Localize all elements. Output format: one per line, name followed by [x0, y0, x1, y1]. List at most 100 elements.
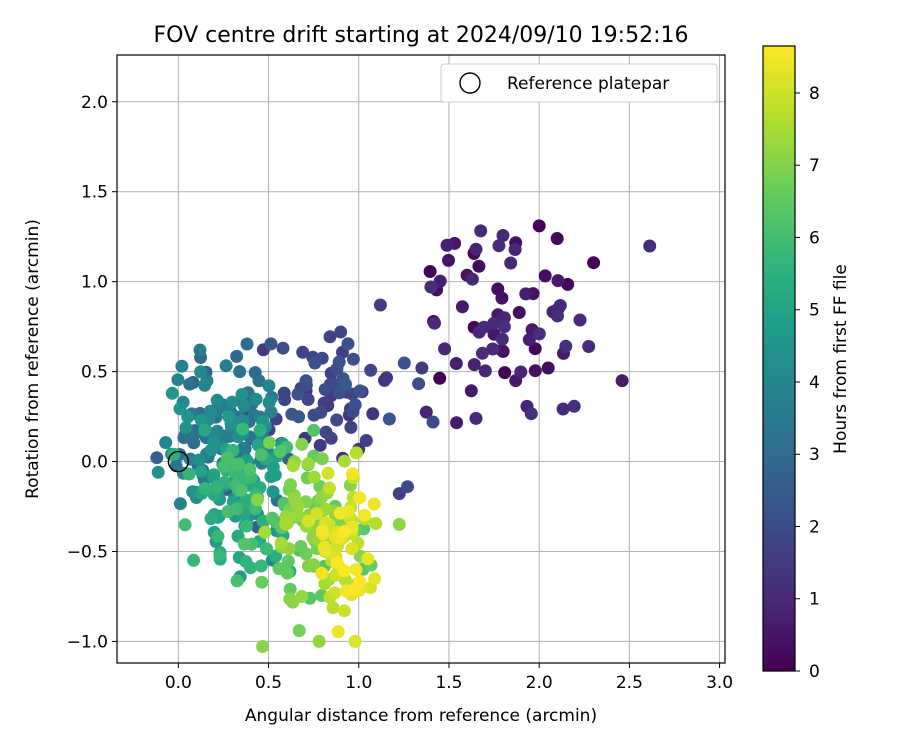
data-point	[428, 316, 441, 330]
plot-area	[117, 55, 725, 663]
chart-title: FOV centre drift starting at 2024/09/10 …	[154, 23, 689, 48]
data-point	[359, 434, 373, 447]
data-point	[258, 525, 272, 539]
data-point	[315, 566, 329, 580]
data-point	[262, 379, 276, 393]
data-point	[273, 445, 287, 459]
x-tick-label: 1.5	[435, 673, 462, 693]
data-point	[373, 298, 387, 312]
colorbar-frame	[762, 45, 796, 672]
colorbar-ticks: 0 1 2 3 4 5 6 7 8	[795, 84, 820, 682]
data-point	[469, 411, 483, 425]
data-point	[380, 371, 393, 385]
data-point	[392, 517, 406, 531]
data-point	[514, 365, 528, 379]
data-point	[249, 392, 263, 406]
data-point	[291, 509, 305, 523]
data-point	[472, 259, 486, 273]
colorbar-tick-label: 1	[809, 590, 820, 610]
data-point	[433, 274, 447, 288]
y-axis-label: Rotation from reference (arcmin)	[23, 219, 43, 499]
data-point	[310, 507, 324, 520]
data-point	[382, 412, 396, 426]
data-point	[307, 470, 321, 484]
data-point	[302, 514, 315, 528]
data-point	[450, 416, 464, 430]
data-point	[339, 377, 352, 391]
data-point	[194, 365, 208, 379]
data-point	[553, 299, 567, 312]
data-point	[181, 410, 195, 424]
data-point	[323, 330, 337, 344]
data-point	[349, 446, 363, 460]
data-point	[221, 505, 235, 518]
data-point	[173, 402, 187, 416]
data-point	[332, 355, 346, 369]
data-point	[210, 393, 224, 407]
data-point	[177, 431, 191, 445]
x-tick-label: 0.0	[165, 673, 192, 693]
colorbar-tick-label: 4	[809, 373, 820, 393]
data-point	[333, 506, 347, 520]
data-point	[239, 555, 253, 568]
y-axis-ticks: −1.0 −0.5 0.0 0.5 1.0 1.5 2.0	[67, 93, 117, 652]
data-point	[467, 358, 481, 372]
data-point	[442, 253, 455, 267]
data-point	[243, 462, 257, 476]
data-point	[438, 342, 452, 356]
data-point	[151, 465, 165, 479]
data-points	[150, 219, 657, 653]
y-tick-label: 1.0	[81, 273, 108, 293]
data-point	[353, 574, 367, 588]
data-point	[193, 343, 207, 357]
data-point	[307, 558, 321, 572]
reference-platepar-marker	[167, 450, 190, 473]
data-point	[532, 219, 546, 233]
data-point	[256, 640, 270, 653]
data-point	[301, 393, 315, 406]
data-point	[237, 399, 251, 413]
data-point	[230, 349, 244, 363]
data-point	[361, 552, 375, 566]
legend-label: Reference platepar	[507, 74, 669, 94]
data-point	[291, 499, 305, 513]
data-point	[346, 467, 359, 481]
data-point	[255, 575, 269, 589]
data-point	[643, 239, 657, 253]
data-point	[541, 361, 555, 375]
data-point	[551, 274, 565, 288]
data-point	[187, 436, 201, 450]
data-point	[475, 346, 489, 360]
y-tick-label: 2.0	[81, 93, 108, 113]
data-point	[486, 342, 500, 356]
legend-open-circle-icon	[459, 72, 481, 94]
colorbar-tick-label: 3	[809, 445, 820, 465]
x-axis-ticks: 0.0 0.5 1.0 1.5 2.0 2.5 3.0	[165, 663, 733, 693]
data-point	[496, 229, 510, 242]
data-point	[397, 356, 411, 370]
data-point	[412, 377, 426, 391]
data-point	[337, 454, 351, 468]
data-point	[210, 424, 224, 438]
data-point	[495, 332, 509, 346]
data-point	[415, 361, 429, 375]
data-point	[330, 556, 344, 570]
data-point	[423, 265, 437, 278]
x-tick-label: 2.5	[616, 673, 643, 693]
y-tick-label: −0.5	[67, 542, 108, 562]
data-point	[307, 423, 321, 437]
data-point	[532, 327, 546, 341]
data-point	[315, 524, 329, 538]
data-point	[326, 601, 340, 615]
data-point	[328, 586, 342, 600]
x-tick-label: 0.5	[255, 673, 282, 693]
data-point	[449, 357, 463, 370]
y-tick-label: 0.5	[81, 363, 108, 383]
data-point	[295, 590, 309, 603]
data-point	[292, 624, 306, 638]
data-point	[338, 525, 351, 538]
data-point	[353, 384, 367, 398]
data-point	[301, 457, 315, 471]
y-tick-label: −1.0	[67, 632, 108, 652]
